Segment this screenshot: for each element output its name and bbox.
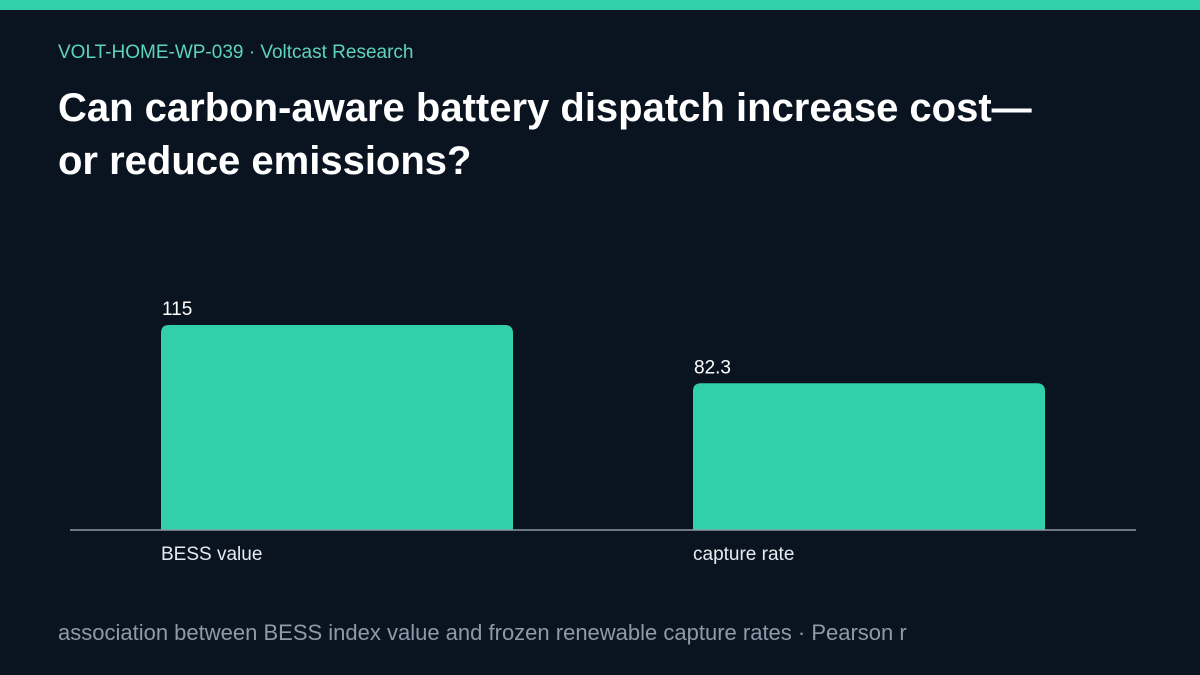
category-label: BESS value — [161, 544, 262, 565]
bar — [161, 325, 513, 530]
bar-value-label: 82.3 — [694, 357, 731, 378]
report-kicker: VOLT-HOME-WP-039 · Voltcast Research — [58, 42, 414, 63]
accent-bar — [0, 0, 1200, 10]
chart-footnote: association between BESS index value and… — [58, 620, 907, 645]
chart-title: Can carbon-aware battery dispatch increa… — [58, 86, 1032, 183]
category-label: capture rate — [693, 544, 794, 565]
bar — [693, 383, 1045, 530]
bar-value-label: 115 — [162, 299, 192, 320]
